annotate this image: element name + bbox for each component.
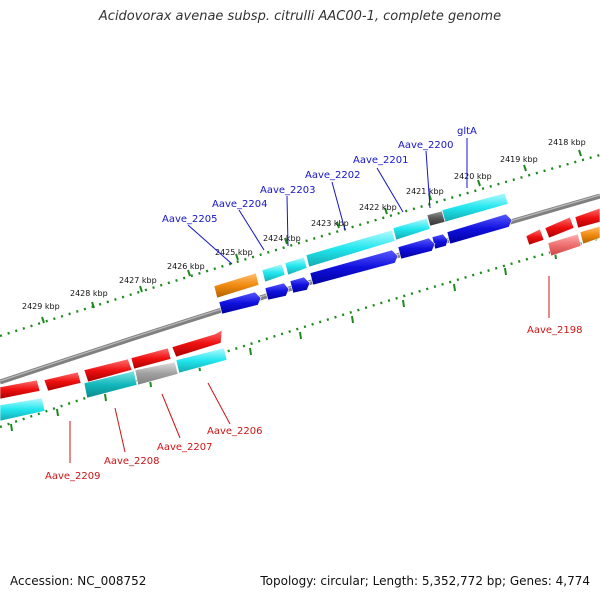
gene-arrow[interactable] <box>544 216 575 239</box>
gene-arrow[interactable] <box>397 237 436 260</box>
major-ticks-inner <box>10 251 557 432</box>
tick-label: 2426 kbp <box>167 262 205 271</box>
gene-feature[interactable] <box>134 361 179 386</box>
gene-label[interactable]: Aave_2200 <box>398 140 454 151</box>
tick-label: 2424 kbp <box>263 234 301 243</box>
gene-feature[interactable] <box>261 263 286 283</box>
gene-feature[interactable] <box>547 233 582 257</box>
gene-label[interactable]: Aave_2205 <box>162 214 218 225</box>
reverse-cds-row <box>0 207 600 400</box>
gene-arrow[interactable] <box>309 249 399 286</box>
gene-label[interactable]: Aave_2202 <box>305 170 361 181</box>
tick-label: 2427 kbp <box>119 276 157 285</box>
gene-label[interactable]: Aave_2207 <box>157 442 213 453</box>
gene-label[interactable]: Aave_2201 <box>353 155 409 166</box>
gene-label[interactable]: Aave_2206 <box>207 426 263 437</box>
bottom-gene-labels: Aave_2198 Aave_2206 Aave_2207 Aave_2208 … <box>45 325 583 482</box>
gene-arrow[interactable] <box>0 379 41 400</box>
gene-arrow[interactable] <box>525 228 545 246</box>
forward-feature-row <box>213 192 509 299</box>
gene-feature[interactable] <box>392 217 431 241</box>
gene-arrow[interactable] <box>289 276 311 294</box>
gene-label[interactable]: Aave_2204 <box>212 199 268 210</box>
gene-arrow[interactable] <box>264 282 290 301</box>
gene-label[interactable]: gltA <box>457 126 477 137</box>
genome-stats-text: Topology: circular; Length: 5,352,772 bp… <box>260 574 590 588</box>
tick-label: 2418 kbp <box>548 138 586 147</box>
tick-label: 2425 kbp <box>215 248 253 257</box>
gene-feature[interactable] <box>175 347 228 374</box>
major-ticks-outer <box>41 149 582 324</box>
tick-labels: 2418 kbp 2419 kbp 2420 kbp 2421 kbp 2422… <box>22 138 586 311</box>
tick-label: 2422 kbp <box>359 203 397 212</box>
inner-tick-ring <box>0 236 600 429</box>
gene-label[interactable]: Aave_2203 <box>260 185 316 196</box>
gene-arrow[interactable] <box>83 358 133 383</box>
gene-label[interactable]: Aave_2208 <box>104 456 160 467</box>
top-gene-callouts <box>187 138 468 265</box>
gene-arrow[interactable] <box>43 371 82 392</box>
gene-label[interactable]: Aave_2209 <box>45 471 101 482</box>
gene-feature[interactable] <box>213 272 260 299</box>
gene-label[interactable]: Aave_2198 <box>527 325 583 336</box>
gene-feature[interactable] <box>83 370 138 399</box>
gene-feature[interactable] <box>305 229 396 268</box>
forward-cds-row <box>218 213 513 315</box>
gene-feature[interactable] <box>426 210 446 227</box>
gene-arrow[interactable] <box>446 213 513 245</box>
tick-label: 2421 kbp <box>406 187 444 196</box>
tick-label: 2428 kbp <box>70 289 108 298</box>
gene-arrow[interactable] <box>431 233 449 250</box>
top-gene-labels: gltA Aave_2200 Aave_2201 Aave_2202 Aave_… <box>162 126 477 225</box>
tick-label: 2419 kbp <box>500 155 538 164</box>
gene-feature[interactable] <box>579 225 600 245</box>
gene-arrow[interactable] <box>218 291 262 315</box>
gene-arrow[interactable] <box>171 329 223 358</box>
bottom-gene-callouts <box>69 276 550 463</box>
tick-label: 2429 kbp <box>22 302 60 311</box>
gene-arrow[interactable] <box>574 207 600 229</box>
tick-label: 2420 kbp <box>454 172 492 181</box>
accession-text: Accession: NC_008752 <box>10 574 147 588</box>
reverse-feature-row <box>0 225 600 422</box>
map-title: Acidovorax avenae subsp. citrulli AAC00-… <box>98 9 502 24</box>
tick-label: 2423 kbp <box>311 219 349 228</box>
gene-arrow[interactable] <box>130 347 172 370</box>
gene-feature[interactable] <box>284 256 308 276</box>
gene-feature[interactable] <box>0 397 46 422</box>
outer-tick-ring <box>0 153 600 338</box>
